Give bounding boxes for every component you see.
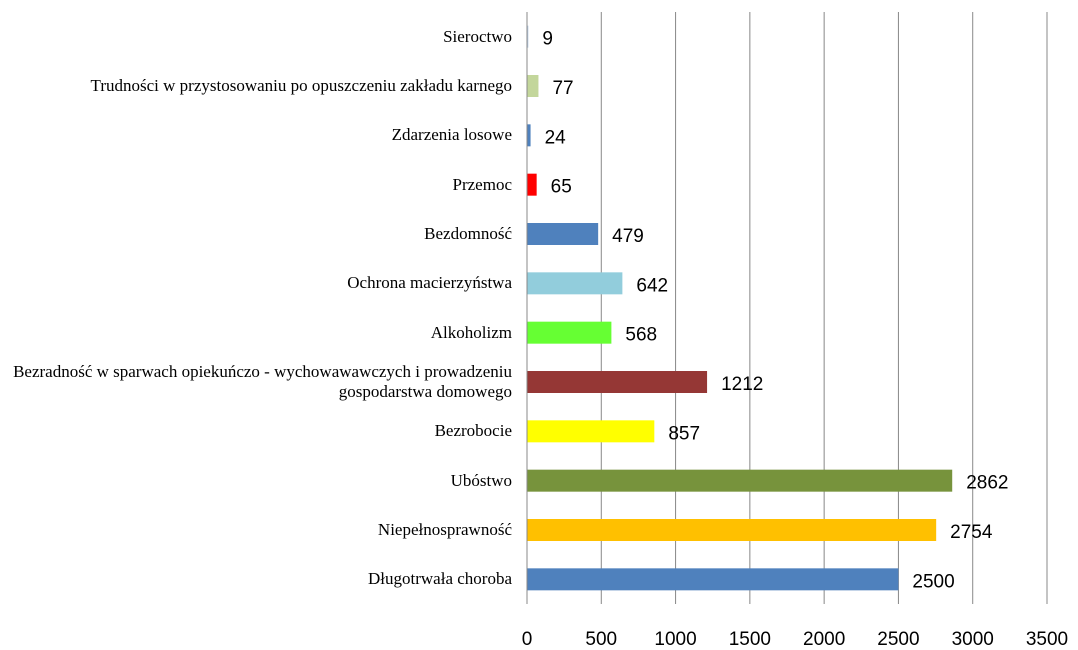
x-tick-label: 0: [522, 629, 533, 650]
x-tick-label: 3500: [1026, 629, 1068, 650]
category-label: Ochrona macierzyństwa: [347, 273, 512, 293]
value-label: 568: [625, 325, 657, 346]
bar: [527, 75, 539, 97]
value-label: 2500: [912, 571, 954, 592]
value-label: 77: [552, 78, 573, 99]
category-label: Bezradność w sparwach opiekuńczo - wycho…: [13, 362, 512, 401]
x-tick-label: 2500: [877, 629, 919, 650]
value-label: 857: [668, 423, 700, 444]
category-label: Długotrwała choroba: [368, 569, 512, 589]
value-label: 642: [636, 275, 668, 296]
category-label: Niepełnosprawność: [377, 520, 512, 539]
bar: [527, 321, 612, 344]
bar: [527, 519, 937, 541]
value-label: 2754: [950, 522, 993, 543]
x-tick-label: 500: [585, 629, 617, 650]
bar: [527, 469, 953, 492]
x-tick-label: 3000: [952, 629, 994, 650]
bar: [527, 420, 655, 443]
x-tick-label: 2000: [803, 629, 845, 650]
bar: [527, 173, 537, 196]
category-label: Zdarzenia losowe: [391, 125, 512, 145]
category-label: Alkoholizm: [430, 322, 512, 342]
bar: [527, 371, 708, 393]
x-tick-label: 1000: [654, 629, 696, 650]
category-label: Trudności w przystosowaniu po opuszczeni…: [90, 76, 512, 95]
category-label: Przemoc: [452, 174, 512, 194]
category-label: Bezdomność: [424, 224, 512, 243]
bar: [527, 272, 623, 295]
value-label: 24: [545, 127, 567, 148]
bar: [527, 124, 531, 147]
bar: [527, 223, 599, 245]
bar: [527, 568, 899, 591]
value-label: 9: [542, 29, 553, 50]
category-label: Bezrobocie: [434, 421, 512, 441]
bar: [527, 25, 529, 48]
category-label: Ubóstwo: [450, 470, 512, 490]
value-label: 479: [612, 226, 644, 247]
x-tick-label: 1500: [729, 629, 771, 650]
value-label: 1212: [721, 374, 763, 395]
category-label: Sieroctwo: [443, 26, 512, 46]
value-label: 65: [551, 177, 572, 198]
value-label: 2862: [966, 473, 1008, 494]
